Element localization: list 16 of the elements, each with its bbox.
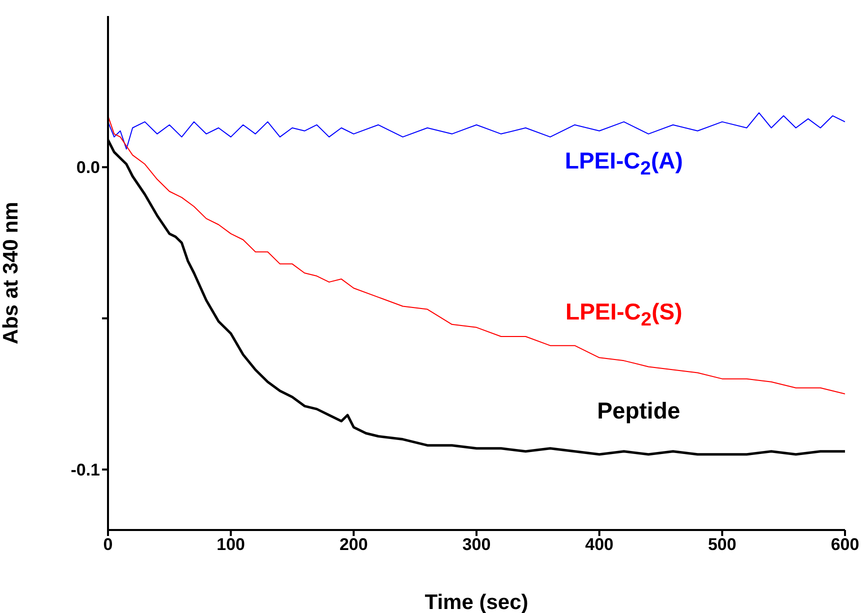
- x-tick-label: 400: [585, 535, 614, 554]
- line-series: [108, 112, 845, 150]
- x-tick-label: 200: [339, 535, 368, 554]
- x-tick-label: 300: [462, 535, 491, 554]
- y-tick-label: -0.1: [70, 460, 100, 480]
- line-series: [108, 115, 845, 394]
- y-axis-title: Abs at 340 nm: [0, 202, 22, 344]
- series-label: Peptide: [597, 398, 680, 425]
- series-label: LPEI-C$_{2}$(S): [566, 298, 682, 331]
- series-label: LPEI-C$_{2}$(A): [564, 148, 683, 180]
- x-tick-label: 100: [216, 535, 246, 554]
- x-axis-title: Time (sec): [424, 591, 528, 613]
- x-tick-label: 500: [708, 535, 736, 554]
- x-tick-label: 600: [830, 535, 860, 554]
- y-tick-label: 0.0: [76, 158, 100, 178]
- x-tick-label: 0: [103, 535, 113, 554]
